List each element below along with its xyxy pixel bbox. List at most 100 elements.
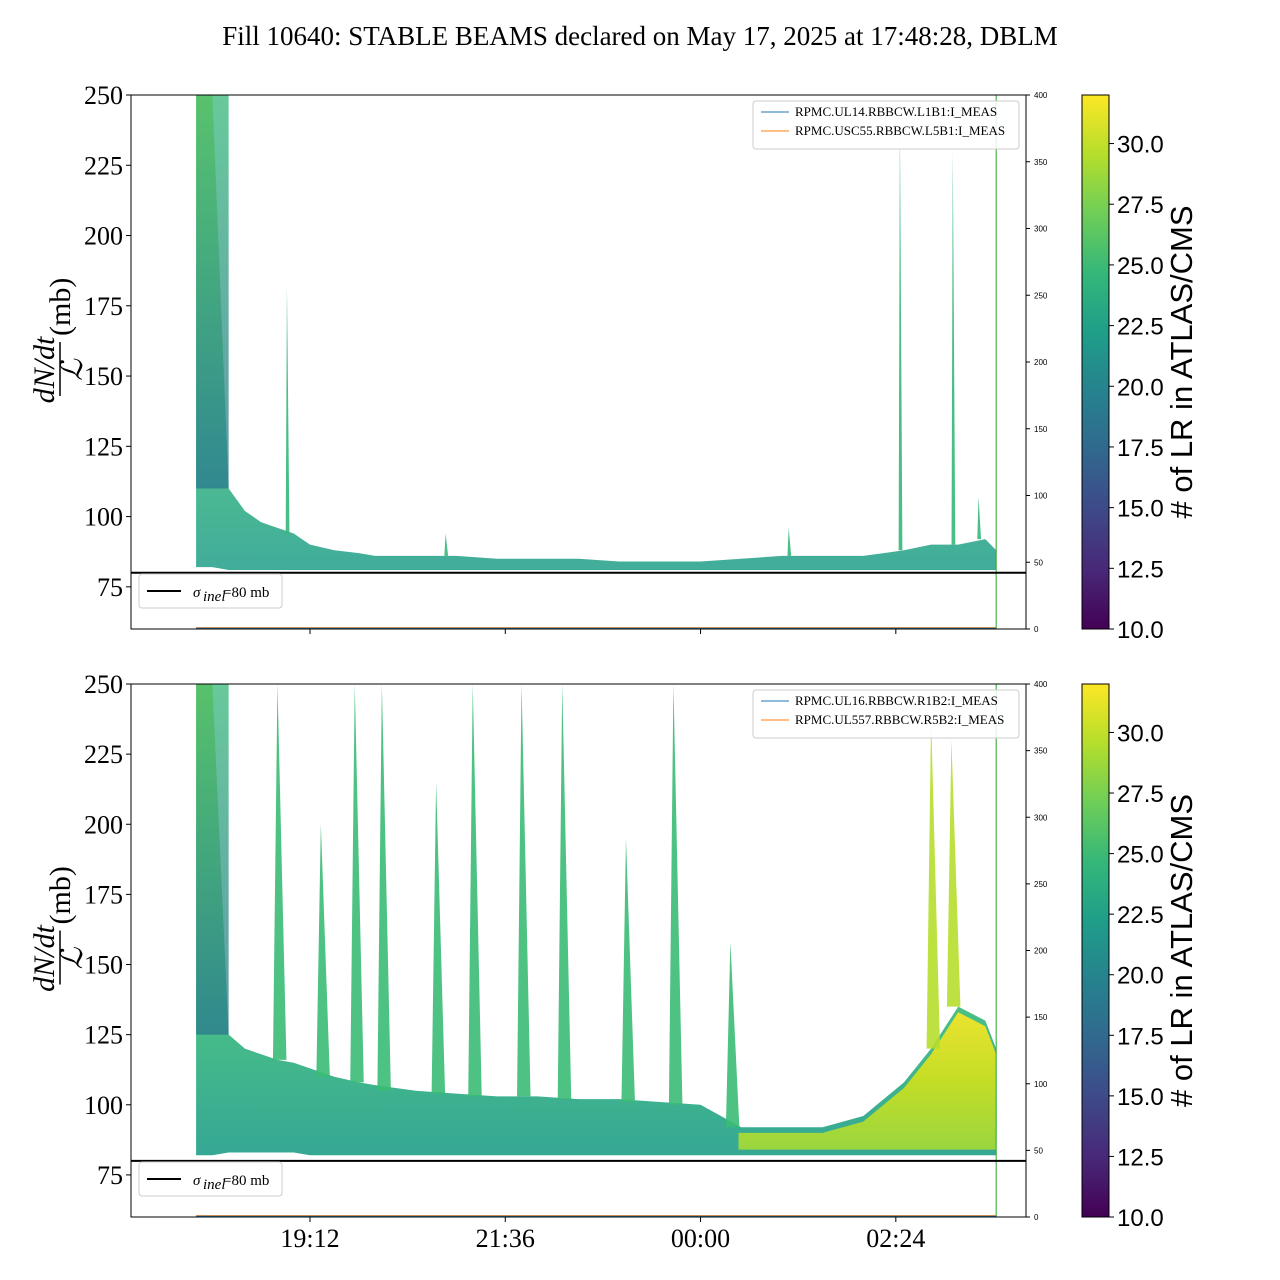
top-y-tick-label: 75 — [97, 573, 123, 602]
bottom-threshold-legend-symbol: σ — [193, 1173, 201, 1189]
bottom-y2-tick-label: 400 — [1034, 680, 1048, 689]
top-y-axis-unit: (mb) — [44, 278, 77, 336]
bottom-series-legend-entry: RPMC.UL16.RBBCW.R1B2:I_MEAS — [795, 693, 998, 708]
top-threshold-legend-box — [138, 573, 283, 609]
bottom-colorbar-tick-label: 20.0 — [1117, 963, 1164, 990]
bottom-x-tick-label: 02:24 — [866, 1224, 925, 1253]
top-series-legend-box — [752, 100, 1020, 150]
bottom-trace-spike — [272, 684, 287, 1060]
bottom-trace-spike — [350, 684, 364, 1083]
bottom-series-legend-box — [752, 689, 1020, 739]
bottom-y-tick-label: 250 — [84, 670, 123, 699]
top-colorbar-tick-label: 17.5 — [1117, 435, 1164, 462]
top-y2-tick-label: 150 — [1034, 425, 1048, 434]
top-trace-initial-burst — [196, 95, 229, 489]
top-trace-spike — [951, 151, 956, 545]
top-y-tick-label: 150 — [84, 362, 123, 391]
top-colorbar-tick-label: 22.5 — [1117, 314, 1164, 341]
bottom-trace-spike — [431, 782, 446, 1094]
bottom-threshold-legend-box — [138, 1161, 283, 1197]
bottom-series-legend-entry: RPMC.UL557.RBBCW.R5B2:I_MEAS — [795, 712, 1004, 727]
bottom-threshold-legend-subscript: inel — [203, 1177, 226, 1193]
bottom-colorbar-label: # of LR in ATLAS/CMS — [1164, 794, 1199, 1107]
top-y2-tick-label: 400 — [1034, 91, 1048, 100]
top-colorbar-tick-label: 10.0 — [1117, 617, 1164, 644]
top-colorbar-tick-label: 20.0 — [1117, 374, 1164, 401]
top-threshold-legend-subscript: inel — [203, 589, 226, 605]
bottom-y2-tick-label: 0 — [1034, 1213, 1039, 1222]
bottom-trace-spike — [468, 684, 482, 1097]
bottom-x-tick-label: 21:36 — [476, 1224, 535, 1253]
bottom-colorbar-tick-label: 12.5 — [1117, 1144, 1164, 1171]
top-colorbar — [1081, 94, 1110, 630]
bottom-trace-band — [196, 684, 997, 1156]
top-y-tick-label: 250 — [84, 81, 123, 110]
bottom-y-axis-denominator: ℒ — [56, 946, 89, 969]
bottom-y2-tick-label: 200 — [1034, 947, 1048, 956]
top-trace-spike — [285, 286, 290, 534]
bottom-trace-spike — [926, 717, 941, 1049]
bottom-colorbar-tick-label: 17.5 — [1117, 1023, 1164, 1050]
panel-bottom: 75 100 125 150 175 200 225 250 0 50 100 150 200 250 30… — [28, 670, 1199, 1253]
bottom-trace-spike — [316, 824, 330, 1077]
top-colorbar-tick-label: 30.0 — [1117, 132, 1164, 159]
top-series-legend-entry: RPMC.UL14.RBBCW.L1B1:I_MEAS — [795, 104, 997, 119]
top-y-tick-label: 225 — [84, 151, 123, 180]
bottom-y-axis-label: dN/dtℒ (mb) — [28, 866, 89, 992]
bottom-trace-spike — [725, 942, 740, 1128]
bottom-y-axis-unit: (mb) — [44, 866, 77, 924]
top-colorbar-tick-label: 25.0 — [1117, 253, 1164, 280]
panel-top: 75 100 125 150 175 200 225 250 0 50 100 150 200 250 30… — [28, 81, 1199, 644]
top-trace-spike — [444, 533, 449, 556]
top-plot-area — [196, 95, 997, 629]
top-y-tick-label: 100 — [84, 503, 123, 532]
top-threshold-legend-symbol: σ — [193, 585, 201, 601]
top-threshold-legend: σ inel=80 mb — [138, 573, 283, 609]
bottom-y-tick-label: 175 — [84, 880, 123, 909]
bottom-trace-spike — [946, 740, 961, 1007]
bottom-trace-yellow-region — [738, 1012, 997, 1150]
bottom-trace-spike — [621, 838, 635, 1102]
bottom-y2-tick-label: 250 — [1034, 880, 1048, 889]
bottom-y-tick-label: 225 — [84, 740, 123, 769]
bottom-colorbar-tick-label: 25.0 — [1117, 842, 1164, 869]
top-colorbar-label: # of LR in ATLAS/CMS — [1164, 206, 1199, 519]
top-threshold-legend-value: =80 mb — [223, 585, 269, 601]
figure-title: Fill 10640: STABLE BEAMS declared on May… — [222, 21, 1058, 51]
top-trace-band — [196, 95, 997, 570]
top-y2-tick-label: 300 — [1034, 225, 1048, 234]
top-y-tick-label: 200 — [84, 222, 123, 251]
top-y-axis-numerator: dN/dt — [28, 336, 61, 403]
bottom-trace-initial-burst — [196, 684, 229, 1035]
bottom-y2-tick-label: 150 — [1034, 1013, 1048, 1022]
top-colorbar-tick-label: 15.0 — [1117, 496, 1164, 523]
bottom-colorbar-tick-label: 30.0 — [1117, 720, 1164, 747]
top-y2-tick-label: 100 — [1034, 492, 1048, 501]
bottom-trace-spike — [668, 684, 683, 1105]
top-colorbar-tick-label: 12.5 — [1117, 556, 1164, 583]
top-series-legend: RPMC.UL14.RBBCW.L1B1:I_MEAS RPMC.USC55.RB… — [752, 100, 1020, 150]
bottom-plot-area — [196, 684, 997, 1217]
top-y2-tick-label: 0 — [1034, 625, 1039, 634]
bottom-y2-tick-label: 50 — [1034, 1146, 1043, 1155]
bottom-y-tick-label: 100 — [84, 1091, 123, 1120]
bottom-colorbar-tick-label: 10.0 — [1117, 1205, 1164, 1232]
bottom-colorbar-tick-label: 27.5 — [1117, 781, 1164, 808]
top-y2-tick-label: 250 — [1034, 291, 1048, 300]
bottom-y-axis-numerator: dN/dt — [28, 924, 61, 991]
top-trace-spike — [787, 527, 792, 556]
bottom-trace-spike — [557, 684, 572, 1100]
top-y2-tick-label: 200 — [1034, 358, 1048, 367]
bottom-trace-spike — [377, 684, 391, 1091]
bottom-colorbar-tick-label: 22.5 — [1117, 902, 1164, 929]
bottom-threshold-legend-value: =80 mb — [223, 1173, 269, 1189]
bottom-y-tick-label: 150 — [84, 951, 123, 980]
top-y-tick-label: 125 — [84, 432, 123, 461]
bottom-y-tick-label: 200 — [84, 810, 123, 839]
top-y2-tick-label: 350 — [1034, 158, 1048, 167]
bottom-colorbar — [1081, 683, 1110, 1218]
bottom-x-tick-label: 00:00 — [671, 1224, 730, 1253]
top-series-legend-entry: RPMC.USC55.RBBCW.L5B1:I_MEAS — [795, 123, 1005, 138]
top-y2-tick-label: 50 — [1034, 558, 1043, 567]
top-trace-spike — [977, 496, 982, 540]
